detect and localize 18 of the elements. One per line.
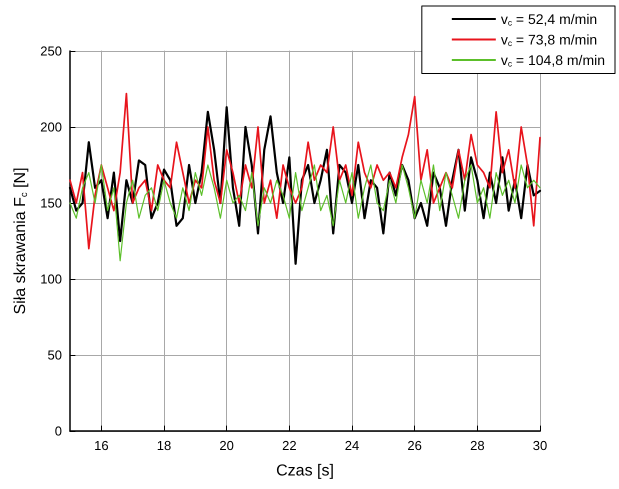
x-tick-label: 18 — [156, 438, 172, 453]
y-tick-label: 50 — [48, 348, 62, 362]
y-tick-label: 250 — [40, 44, 62, 58]
y-tick-label: 200 — [40, 120, 62, 134]
y-axis-title: Siła skrawania Fc [N] — [12, 167, 30, 315]
x-tick-label: 24 — [344, 438, 360, 453]
x-tick-label: 22 — [282, 438, 297, 453]
y-tick-label: 0 — [54, 424, 62, 438]
x-tick-label: 28 — [470, 438, 485, 453]
x-tick-label: 30 — [532, 438, 548, 453]
line-series — [69, 164, 541, 262]
line-series — [69, 92, 541, 250]
x-axis-title: Czas [s] — [276, 462, 334, 480]
x-tick-label: 20 — [219, 438, 234, 453]
x-tick-label: 26 — [407, 438, 422, 453]
y-tick-label: 150 — [40, 196, 62, 210]
x-tick-label: 16 — [94, 438, 109, 453]
y-tick-label: 100 — [40, 272, 62, 286]
